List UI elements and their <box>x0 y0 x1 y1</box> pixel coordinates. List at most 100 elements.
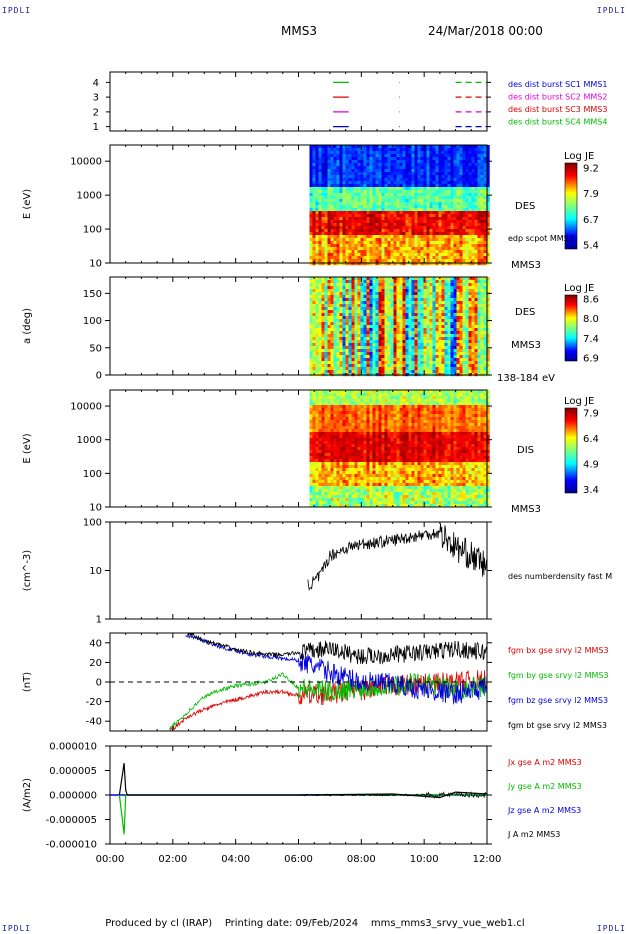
spectrogram-cell <box>405 220 409 224</box>
spectrogram-cell <box>441 181 445 185</box>
spectrogram-cell <box>417 238 421 242</box>
spectrogram-cell <box>453 304 457 308</box>
spectrogram-cell <box>471 175 475 179</box>
spectrogram-cell <box>441 211 445 215</box>
spectrogram-cell <box>468 325 472 329</box>
spectrogram-cell <box>468 250 472 254</box>
spectrogram-cell <box>321 247 325 251</box>
spectrogram-cell <box>468 343 472 347</box>
spectrogram-cell <box>465 262 469 266</box>
spectrogram-cell <box>429 226 433 230</box>
spectrogram-cell <box>354 256 358 260</box>
spectrogram-cell <box>450 145 454 149</box>
spectrogram-cell <box>393 148 397 152</box>
spectrogram-cell <box>435 364 439 368</box>
spectrogram-cell <box>474 253 478 257</box>
spectrogram-cell <box>327 414 331 418</box>
spectrogram-cell <box>456 181 460 185</box>
spectrogram-cell <box>309 316 313 320</box>
spectrogram-cell <box>345 364 349 368</box>
spectrogram-cell <box>327 501 331 505</box>
spectrogram-cell <box>486 343 490 347</box>
spectrogram-cell <box>468 310 472 314</box>
spectrogram-cell <box>450 307 454 311</box>
spectrogram-cell <box>390 244 394 248</box>
spectrogram-cell <box>402 292 406 296</box>
spectrogram-cell <box>453 193 457 197</box>
spectrogram-cell <box>330 262 334 266</box>
spectrogram-cell <box>360 235 364 239</box>
spectrogram-cell <box>363 283 367 287</box>
spectrogram-cell <box>435 148 439 152</box>
spectrogram-cell <box>357 244 361 248</box>
spectrogram-cell <box>375 211 379 215</box>
spectrogram-cell <box>459 238 463 242</box>
spectrogram-cell <box>309 145 313 149</box>
spectrogram-cell <box>357 310 361 314</box>
spectrogram-cell <box>456 196 460 200</box>
spectrogram-cell <box>486 334 490 338</box>
spectrogram-cell <box>402 205 406 209</box>
spectrogram-cell <box>357 343 361 347</box>
spectrogram-cell <box>342 295 346 299</box>
spectrogram-cell <box>414 304 418 308</box>
spectrogram-cell <box>390 301 394 305</box>
spectrogram-cell <box>432 253 436 257</box>
spectrogram-cell <box>348 355 352 359</box>
spectrogram-cell <box>477 289 481 293</box>
spectrogram-cell <box>471 244 475 248</box>
spectrogram-cell <box>393 343 397 347</box>
spectrogram-cell <box>342 196 346 200</box>
spectrogram-cell <box>318 256 322 260</box>
spectrogram-cell <box>339 289 343 293</box>
spectrogram-cell <box>318 435 322 439</box>
spectrogram-cell <box>405 289 409 293</box>
spectrogram-cell <box>369 307 373 311</box>
spectrogram-cell <box>336 325 340 329</box>
spectrogram-cell <box>420 259 424 263</box>
spectrogram-cell <box>426 241 430 245</box>
spectrogram-cell <box>369 316 373 320</box>
spectrogram-cell <box>348 346 352 350</box>
spectrogram-cell <box>447 178 451 182</box>
spectrogram-cell <box>372 358 376 362</box>
spectrogram-cell <box>348 310 352 314</box>
spectrogram-cell <box>390 319 394 323</box>
spectrogram-cell <box>393 172 397 176</box>
spectrogram-cell <box>405 316 409 320</box>
spectrogram-cell <box>483 220 487 224</box>
spectrogram-cell <box>408 361 412 365</box>
spectrogram-cell <box>336 441 340 445</box>
spectrogram-cell <box>336 304 340 308</box>
spectrogram-cell <box>390 283 394 287</box>
spectrogram-cell <box>369 163 373 167</box>
spectrogram-cell <box>465 229 469 233</box>
spectrogram-cell <box>456 364 460 368</box>
spectrogram-cell <box>372 169 376 173</box>
spectrogram-cell <box>444 301 448 305</box>
spectrogram-cell <box>348 172 352 176</box>
spectrogram-cell <box>450 361 454 365</box>
spectrogram-cell <box>426 346 430 350</box>
spectrogram-cell <box>333 151 337 155</box>
spectrogram-cell <box>438 175 442 179</box>
spectrogram-cell <box>459 352 463 356</box>
spectrogram-cell <box>312 343 316 347</box>
spectrogram-cell <box>318 172 322 176</box>
spectrogram-cell <box>330 307 334 311</box>
spectrogram-cell <box>429 211 433 215</box>
spectrogram-cell <box>450 235 454 239</box>
spectrogram-cell <box>366 298 370 302</box>
spectrogram-cell <box>312 417 316 421</box>
spectrogram-cell <box>318 160 322 164</box>
spectrogram-cell <box>375 217 379 221</box>
spectrogram-cell <box>441 280 445 284</box>
spectrogram-cell <box>336 435 340 439</box>
spectrogram-cell <box>450 196 454 200</box>
spectrogram-cell <box>354 322 358 326</box>
spectrogram-cell <box>471 196 475 200</box>
spectrogram-cell <box>453 292 457 296</box>
spectrogram-cell <box>453 316 457 320</box>
spectrogram-cell <box>465 256 469 260</box>
spectrogram-cell <box>363 331 367 335</box>
